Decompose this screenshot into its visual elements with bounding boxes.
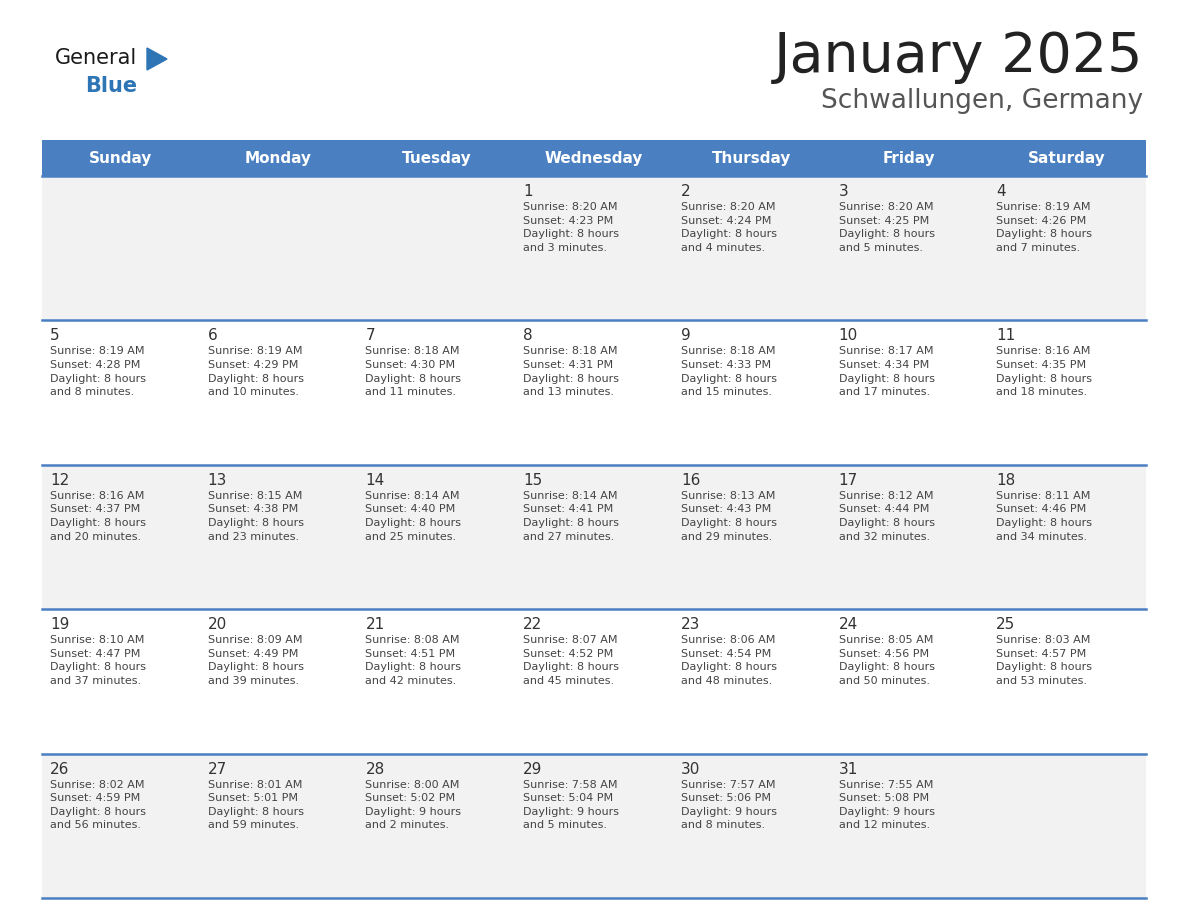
Text: 15: 15: [523, 473, 543, 487]
Text: Sunrise: 8:14 AM
Sunset: 4:40 PM
Daylight: 8 hours
and 25 minutes.: Sunrise: 8:14 AM Sunset: 4:40 PM Dayligh…: [366, 491, 461, 542]
Text: 5: 5: [50, 329, 59, 343]
Text: 20: 20: [208, 617, 227, 633]
Text: 6: 6: [208, 329, 217, 343]
Text: Sunrise: 8:18 AM
Sunset: 4:31 PM
Daylight: 8 hours
and 13 minutes.: Sunrise: 8:18 AM Sunset: 4:31 PM Dayligh…: [523, 346, 619, 397]
Text: January 2025: January 2025: [773, 30, 1143, 84]
Text: Friday: Friday: [883, 151, 936, 165]
Text: Sunrise: 8:19 AM
Sunset: 4:29 PM
Daylight: 8 hours
and 10 minutes.: Sunrise: 8:19 AM Sunset: 4:29 PM Dayligh…: [208, 346, 304, 397]
Text: 26: 26: [50, 762, 69, 777]
Text: Sunrise: 8:06 AM
Sunset: 4:54 PM
Daylight: 8 hours
and 48 minutes.: Sunrise: 8:06 AM Sunset: 4:54 PM Dayligh…: [681, 635, 777, 686]
Bar: [988, 140, 1146, 176]
Text: 29: 29: [523, 762, 543, 777]
Text: Sunrise: 8:01 AM
Sunset: 5:01 PM
Daylight: 8 hours
and 59 minutes.: Sunrise: 8:01 AM Sunset: 5:01 PM Dayligh…: [208, 779, 304, 831]
Text: Sunrise: 8:20 AM
Sunset: 4:23 PM
Daylight: 8 hours
and 3 minutes.: Sunrise: 8:20 AM Sunset: 4:23 PM Dayligh…: [523, 202, 619, 252]
Bar: [42, 610, 1146, 754]
Bar: [672, 140, 830, 176]
Text: Sunrise: 7:55 AM
Sunset: 5:08 PM
Daylight: 9 hours
and 12 minutes.: Sunrise: 7:55 AM Sunset: 5:08 PM Dayligh…: [839, 779, 935, 831]
Text: Sunrise: 8:00 AM
Sunset: 5:02 PM
Daylight: 9 hours
and 2 minutes.: Sunrise: 8:00 AM Sunset: 5:02 PM Dayligh…: [366, 779, 461, 831]
Text: 8: 8: [523, 329, 532, 343]
Text: Sunrise: 8:11 AM
Sunset: 4:46 PM
Daylight: 8 hours
and 34 minutes.: Sunrise: 8:11 AM Sunset: 4:46 PM Dayligh…: [997, 491, 1092, 542]
Text: Sunrise: 8:10 AM
Sunset: 4:47 PM
Daylight: 8 hours
and 37 minutes.: Sunrise: 8:10 AM Sunset: 4:47 PM Dayligh…: [50, 635, 146, 686]
Text: Sunday: Sunday: [89, 151, 152, 165]
Bar: [830, 140, 988, 176]
Text: 30: 30: [681, 762, 700, 777]
Bar: [358, 140, 516, 176]
Text: 23: 23: [681, 617, 700, 633]
Text: Sunrise: 8:12 AM
Sunset: 4:44 PM
Daylight: 8 hours
and 32 minutes.: Sunrise: 8:12 AM Sunset: 4:44 PM Dayligh…: [839, 491, 935, 542]
Bar: [42, 140, 200, 176]
Text: Sunrise: 7:57 AM
Sunset: 5:06 PM
Daylight: 9 hours
and 8 minutes.: Sunrise: 7:57 AM Sunset: 5:06 PM Dayligh…: [681, 779, 777, 831]
Text: 28: 28: [366, 762, 385, 777]
Text: 7: 7: [366, 329, 375, 343]
Text: Sunrise: 8:05 AM
Sunset: 4:56 PM
Daylight: 8 hours
and 50 minutes.: Sunrise: 8:05 AM Sunset: 4:56 PM Dayligh…: [839, 635, 935, 686]
Text: 27: 27: [208, 762, 227, 777]
Bar: [516, 140, 672, 176]
Text: Wednesday: Wednesday: [545, 151, 643, 165]
Text: Sunrise: 8:18 AM
Sunset: 4:30 PM
Daylight: 8 hours
and 11 minutes.: Sunrise: 8:18 AM Sunset: 4:30 PM Dayligh…: [366, 346, 461, 397]
Text: 10: 10: [839, 329, 858, 343]
Text: 19: 19: [50, 617, 69, 633]
Text: Tuesday: Tuesday: [402, 151, 472, 165]
Bar: [42, 320, 1146, 465]
Text: Sunrise: 8:03 AM
Sunset: 4:57 PM
Daylight: 8 hours
and 53 minutes.: Sunrise: 8:03 AM Sunset: 4:57 PM Dayligh…: [997, 635, 1092, 686]
Text: Sunrise: 8:20 AM
Sunset: 4:24 PM
Daylight: 8 hours
and 4 minutes.: Sunrise: 8:20 AM Sunset: 4:24 PM Dayligh…: [681, 202, 777, 252]
Text: 24: 24: [839, 617, 858, 633]
Text: Sunrise: 8:16 AM
Sunset: 4:37 PM
Daylight: 8 hours
and 20 minutes.: Sunrise: 8:16 AM Sunset: 4:37 PM Dayligh…: [50, 491, 146, 542]
Text: Schwallungen, Germany: Schwallungen, Germany: [821, 88, 1143, 114]
Text: 2: 2: [681, 184, 690, 199]
Text: Thursday: Thursday: [712, 151, 791, 165]
Text: 12: 12: [50, 473, 69, 487]
Text: Sunrise: 8:18 AM
Sunset: 4:33 PM
Daylight: 8 hours
and 15 minutes.: Sunrise: 8:18 AM Sunset: 4:33 PM Dayligh…: [681, 346, 777, 397]
Text: 18: 18: [997, 473, 1016, 487]
Text: Sunrise: 8:09 AM
Sunset: 4:49 PM
Daylight: 8 hours
and 39 minutes.: Sunrise: 8:09 AM Sunset: 4:49 PM Dayligh…: [208, 635, 304, 686]
Text: 21: 21: [366, 617, 385, 633]
Text: Sunrise: 8:02 AM
Sunset: 4:59 PM
Daylight: 8 hours
and 56 minutes.: Sunrise: 8:02 AM Sunset: 4:59 PM Dayligh…: [50, 779, 146, 831]
Text: 9: 9: [681, 329, 690, 343]
Text: Sunrise: 8:08 AM
Sunset: 4:51 PM
Daylight: 8 hours
and 42 minutes.: Sunrise: 8:08 AM Sunset: 4:51 PM Dayligh…: [366, 635, 461, 686]
Text: Sunrise: 8:19 AM
Sunset: 4:28 PM
Daylight: 8 hours
and 8 minutes.: Sunrise: 8:19 AM Sunset: 4:28 PM Dayligh…: [50, 346, 146, 397]
Text: 4: 4: [997, 184, 1006, 199]
Text: Sunrise: 8:20 AM
Sunset: 4:25 PM
Daylight: 8 hours
and 5 minutes.: Sunrise: 8:20 AM Sunset: 4:25 PM Dayligh…: [839, 202, 935, 252]
Bar: [200, 140, 358, 176]
Text: 22: 22: [523, 617, 543, 633]
Text: Sunrise: 8:14 AM
Sunset: 4:41 PM
Daylight: 8 hours
and 27 minutes.: Sunrise: 8:14 AM Sunset: 4:41 PM Dayligh…: [523, 491, 619, 542]
Text: Sunrise: 8:13 AM
Sunset: 4:43 PM
Daylight: 8 hours
and 29 minutes.: Sunrise: 8:13 AM Sunset: 4:43 PM Dayligh…: [681, 491, 777, 542]
Text: General: General: [55, 48, 138, 68]
Bar: [42, 465, 1146, 610]
Polygon shape: [147, 48, 168, 70]
Text: 3: 3: [839, 184, 848, 199]
Text: Blue: Blue: [86, 76, 137, 96]
Text: 16: 16: [681, 473, 700, 487]
Text: Sunrise: 8:15 AM
Sunset: 4:38 PM
Daylight: 8 hours
and 23 minutes.: Sunrise: 8:15 AM Sunset: 4:38 PM Dayligh…: [208, 491, 304, 542]
Text: 1: 1: [523, 184, 532, 199]
Text: 13: 13: [208, 473, 227, 487]
Text: 11: 11: [997, 329, 1016, 343]
Bar: [42, 754, 1146, 898]
Text: Monday: Monday: [245, 151, 312, 165]
Text: 25: 25: [997, 617, 1016, 633]
Text: Saturday: Saturday: [1029, 151, 1106, 165]
Text: Sunrise: 8:19 AM
Sunset: 4:26 PM
Daylight: 8 hours
and 7 minutes.: Sunrise: 8:19 AM Sunset: 4:26 PM Dayligh…: [997, 202, 1092, 252]
Text: 14: 14: [366, 473, 385, 487]
Text: 17: 17: [839, 473, 858, 487]
Text: Sunrise: 8:07 AM
Sunset: 4:52 PM
Daylight: 8 hours
and 45 minutes.: Sunrise: 8:07 AM Sunset: 4:52 PM Dayligh…: [523, 635, 619, 686]
Text: Sunrise: 8:16 AM
Sunset: 4:35 PM
Daylight: 8 hours
and 18 minutes.: Sunrise: 8:16 AM Sunset: 4:35 PM Dayligh…: [997, 346, 1092, 397]
Text: 31: 31: [839, 762, 858, 777]
Bar: [42, 176, 1146, 320]
Text: Sunrise: 8:17 AM
Sunset: 4:34 PM
Daylight: 8 hours
and 17 minutes.: Sunrise: 8:17 AM Sunset: 4:34 PM Dayligh…: [839, 346, 935, 397]
Text: Sunrise: 7:58 AM
Sunset: 5:04 PM
Daylight: 9 hours
and 5 minutes.: Sunrise: 7:58 AM Sunset: 5:04 PM Dayligh…: [523, 779, 619, 831]
